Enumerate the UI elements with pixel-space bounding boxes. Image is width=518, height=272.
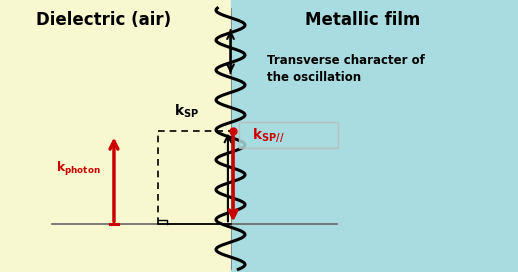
Text: Metallic film: Metallic film — [305, 11, 420, 29]
Text: $\mathbf{k}_{\mathbf{SP//}}$: $\mathbf{k}_{\mathbf{SP//}}$ — [252, 126, 285, 144]
Text: Dielectric (air): Dielectric (air) — [36, 11, 171, 29]
Text: $\mathbf{k}_{\mathbf{SP}}$: $\mathbf{k}_{\mathbf{SP}}$ — [174, 102, 199, 120]
Bar — [239, 122, 338, 148]
Text: $\mathbf{k}_{\mathbf{photon}}$: $\mathbf{k}_{\mathbf{photon}}$ — [56, 160, 101, 178]
Text: Transverse character of
the oscillation: Transverse character of the oscillation — [267, 54, 425, 84]
Bar — [0, 0, 231, 272]
Bar — [231, 0, 518, 272]
